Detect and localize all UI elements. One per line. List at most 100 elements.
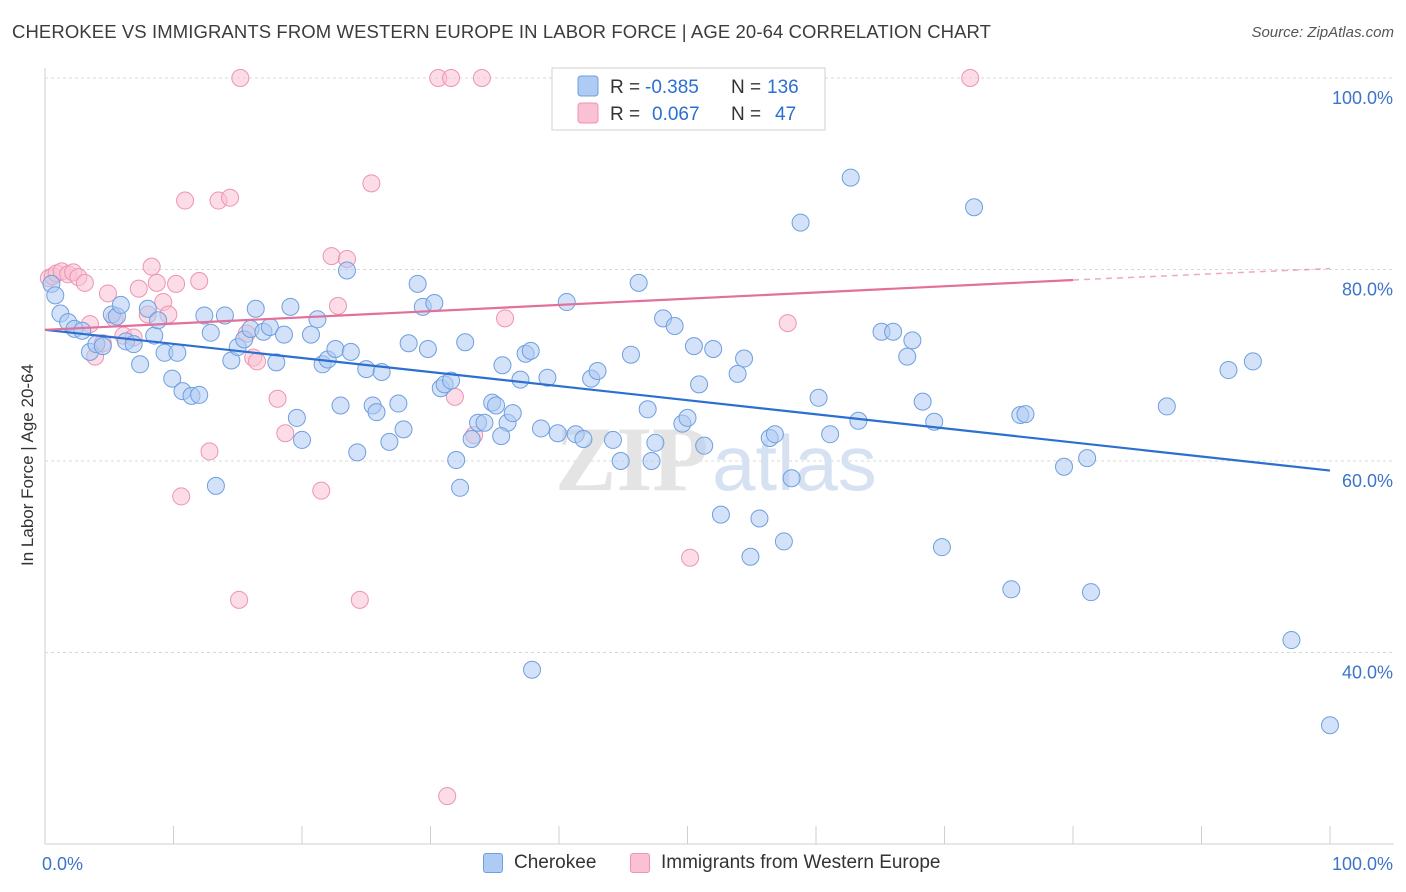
cherokee-point [538, 368, 557, 387]
immigrants-point [172, 487, 191, 506]
stats-r-value-1: -0.385 [645, 77, 699, 98]
immigrants-point [167, 274, 186, 293]
cherokee-point [898, 347, 917, 366]
source-label: Source: ZipAtlas.com [1251, 24, 1394, 41]
cherokee-point [394, 420, 413, 439]
watermark: ZIP atlas [555, 408, 877, 510]
immigrants-point [961, 69, 980, 87]
cherokee-point [408, 274, 427, 293]
cherokee-point [46, 286, 65, 305]
cherokee-point [367, 403, 386, 422]
trend-line-immigrants [44, 278, 1074, 331]
cherokee-point [629, 273, 648, 292]
cherokee-point [1243, 352, 1262, 371]
cherokee-point [275, 325, 294, 344]
cherokee-point [281, 297, 300, 316]
axis-layer [44, 68, 1394, 845]
legend-label-cherokee: Cherokee [514, 852, 597, 873]
cherokee-point [690, 375, 709, 394]
cherokee-point [728, 364, 747, 383]
immigrants-point [248, 352, 267, 371]
cherokee-point [903, 331, 922, 350]
watermark-atlas: atlas [712, 419, 877, 507]
cherokee-point [884, 322, 903, 341]
cherokee-point [932, 538, 951, 557]
legend-item-immigrants[interactable]: Immigrants from Western Europe [630, 852, 940, 874]
immigrants-point [350, 590, 369, 609]
cherokee-point [665, 316, 684, 335]
cherokee-point [331, 396, 350, 415]
stats-n-label-2: N = [731, 104, 761, 125]
stats-n-value-1: 136 [767, 77, 799, 98]
cherokee-point [1016, 405, 1035, 424]
immigrants-point [268, 389, 287, 408]
cherokee-point [475, 413, 494, 432]
immigrants-point [472, 69, 491, 87]
cherokee-point [451, 478, 470, 497]
immigrants-point [778, 314, 797, 333]
cherokee-point [201, 323, 220, 342]
immigrants-point [176, 191, 195, 210]
cherokee-point [646, 433, 665, 452]
cherokee-point [462, 429, 481, 448]
immigrants-point [438, 787, 457, 806]
cherokee-point [1282, 631, 1301, 650]
cherokee-point [341, 342, 360, 361]
y-tick-label: 100.0% [1332, 88, 1393, 108]
y-tick-label: 40.0% [1342, 663, 1393, 683]
cherokee-point [308, 310, 327, 329]
stats-swatch-immigrants [577, 102, 599, 124]
cherokee-point [1157, 397, 1176, 416]
cherokee-point [267, 353, 286, 372]
immigrants-point [362, 174, 381, 193]
cherokee-point [603, 430, 622, 449]
cherokee-point [492, 427, 511, 446]
immigrants-point [142, 257, 161, 276]
cherokee-point [611, 452, 630, 470]
cherokee-point [399, 334, 418, 353]
cherokee-point [638, 400, 657, 419]
legend-item-cherokee[interactable]: Cherokee [483, 852, 596, 874]
immigrants-point [129, 279, 148, 298]
cherokee-point [735, 349, 754, 368]
cherokee-point [642, 452, 661, 470]
cherokee-point [195, 306, 214, 325]
cherokee-point [73, 321, 92, 340]
cherokee-point [782, 469, 801, 488]
cherokee-point [1321, 716, 1339, 735]
y-tick-label: 60.0% [1342, 471, 1393, 491]
immigrants-point [681, 548, 700, 567]
immigrants-point [276, 424, 295, 443]
cherokee-point [131, 355, 150, 374]
immigrants-point [442, 69, 461, 87]
immigrants-point [328, 296, 347, 315]
cherokee-point [791, 213, 810, 232]
cherokee-point [548, 424, 567, 443]
immigrants-point [221, 188, 240, 207]
immigrants-point [190, 271, 209, 290]
cherokee-point [1002, 580, 1021, 599]
cherokee-point [190, 385, 209, 404]
cherokee-point [750, 509, 769, 528]
trend-layer [44, 267, 1331, 472]
immigrants-point [322, 247, 341, 266]
chart-title: CHEROKEE VS IMMIGRANTS FROM WESTERN EURO… [12, 21, 992, 42]
cherokee-point [523, 660, 542, 679]
cherokee-point [1055, 457, 1074, 476]
cherokee-point [521, 341, 540, 360]
cherokee-point [357, 360, 376, 379]
grid-layer [45, 77, 1394, 653]
cherokee-point [588, 361, 607, 380]
trend-line-cherokee [44, 328, 1331, 472]
stats-n-label-1: N = [731, 77, 761, 98]
immigrants-point [312, 481, 331, 500]
cherokee-point [1078, 449, 1097, 468]
cherokee-point [287, 408, 306, 427]
cherokee-point [621, 345, 640, 364]
cherokee-point [168, 343, 187, 362]
cherokee-point [557, 293, 576, 312]
trend-line-immigrants-extension [1072, 267, 1331, 281]
stats-n-value-2: 47 [775, 104, 796, 125]
immigrants-point [200, 442, 219, 461]
cherokee-point [821, 425, 840, 444]
